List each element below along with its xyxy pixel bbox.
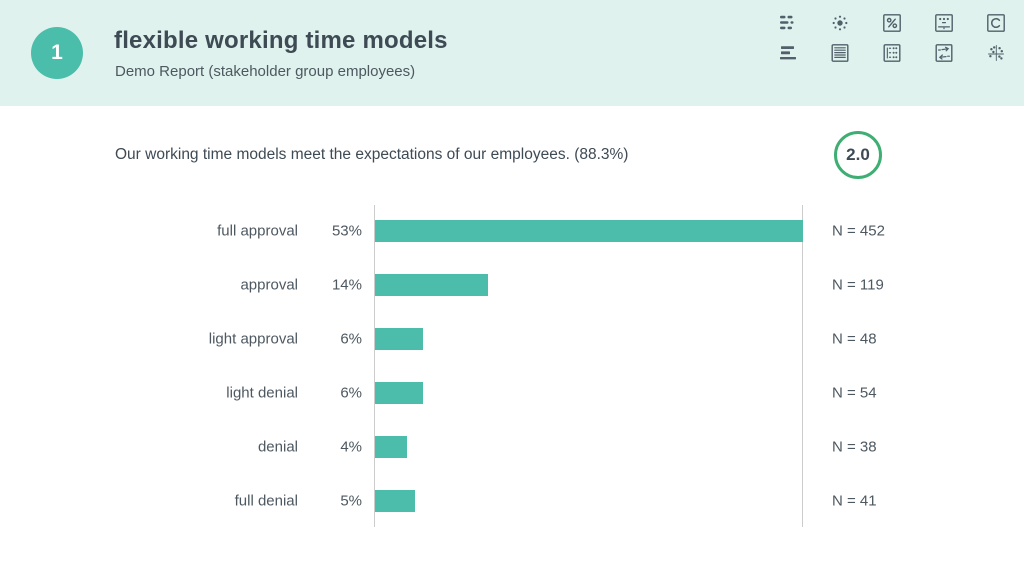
n-label: N = 38 <box>832 438 877 456</box>
toolbar-button-mean-values[interactable] <box>934 13 954 33</box>
radial-dots-icon <box>832 15 848 31</box>
document-lines-icon <box>831 44 849 62</box>
toolbar-button-scatter[interactable] <box>986 43 1006 63</box>
category-label: full denial <box>234 492 298 510</box>
toolbar <box>778 13 1006 63</box>
chart-axis-left <box>374 205 375 527</box>
bar <box>375 436 407 458</box>
n-label: N = 119 <box>832 276 884 294</box>
percent-icon <box>883 14 901 32</box>
chart-row: approval 14% N = 119 <box>0 258 1024 312</box>
bar <box>375 220 803 242</box>
chart-row: full denial 5% N = 41 <box>0 474 1024 528</box>
page-subtitle: Demo Report (stakeholder group employees… <box>115 63 416 80</box>
category-label: approval <box>240 276 298 294</box>
letter-c-icon <box>987 14 1005 32</box>
chart-row: full approval 53% N = 452 <box>0 204 1024 258</box>
percent-label: 53% <box>331 222 362 240</box>
bar <box>375 328 423 350</box>
percent-label: 6% <box>340 384 362 402</box>
chart-row: light denial 6% N = 54 <box>0 366 1024 420</box>
n-label: N = 48 <box>832 330 877 348</box>
toolbar-button-horizontal-bars[interactable] <box>778 43 798 63</box>
percent-label: 14% <box>331 276 362 294</box>
bar <box>375 382 423 404</box>
toolbar-button-percent[interactable] <box>882 13 902 33</box>
chart-axis-right <box>802 205 803 527</box>
category-label: light approval <box>208 330 298 348</box>
percent-label: 4% <box>340 438 362 456</box>
toolbar-button-radial[interactable] <box>830 13 850 33</box>
bar <box>375 490 415 512</box>
horizontal-bars-icon <box>780 46 796 60</box>
toolbar-button-item-list[interactable] <box>882 43 902 63</box>
page-title: flexible working time models <box>114 27 448 54</box>
category-label: full approval <box>217 222 298 240</box>
toolbar-button-c[interactable] <box>986 13 1006 33</box>
n-label: N = 452 <box>832 222 885 240</box>
bar <box>375 274 488 296</box>
category-label: light denial <box>226 384 298 402</box>
score-badge: 2.0 <box>834 131 882 179</box>
distribution-list-icon <box>780 15 794 30</box>
mean-values-icon <box>935 14 953 32</box>
question-text: Our working time models meet the expecta… <box>115 146 629 163</box>
toolbar-button-distribution[interactable] <box>778 13 798 33</box>
header: 1 flexible working time models Demo Repo… <box>0 0 1024 106</box>
n-label: N = 41 <box>832 492 877 510</box>
page-number-badge: 1 <box>31 27 83 79</box>
percent-label: 6% <box>340 330 362 348</box>
n-label: N = 54 <box>832 384 877 402</box>
chart-row: denial 4% N = 38 <box>0 420 1024 474</box>
toolbar-button-compare[interactable] <box>934 43 954 63</box>
item-list-icon <box>883 44 901 62</box>
toolbar-button-document[interactable] <box>830 43 850 63</box>
category-label: denial <box>257 438 298 456</box>
chart-row: light approval 6% N = 48 <box>0 312 1024 366</box>
scatter-plot-icon <box>988 45 1004 61</box>
compare-arrows-icon <box>935 44 953 62</box>
percent-label: 5% <box>340 492 362 510</box>
